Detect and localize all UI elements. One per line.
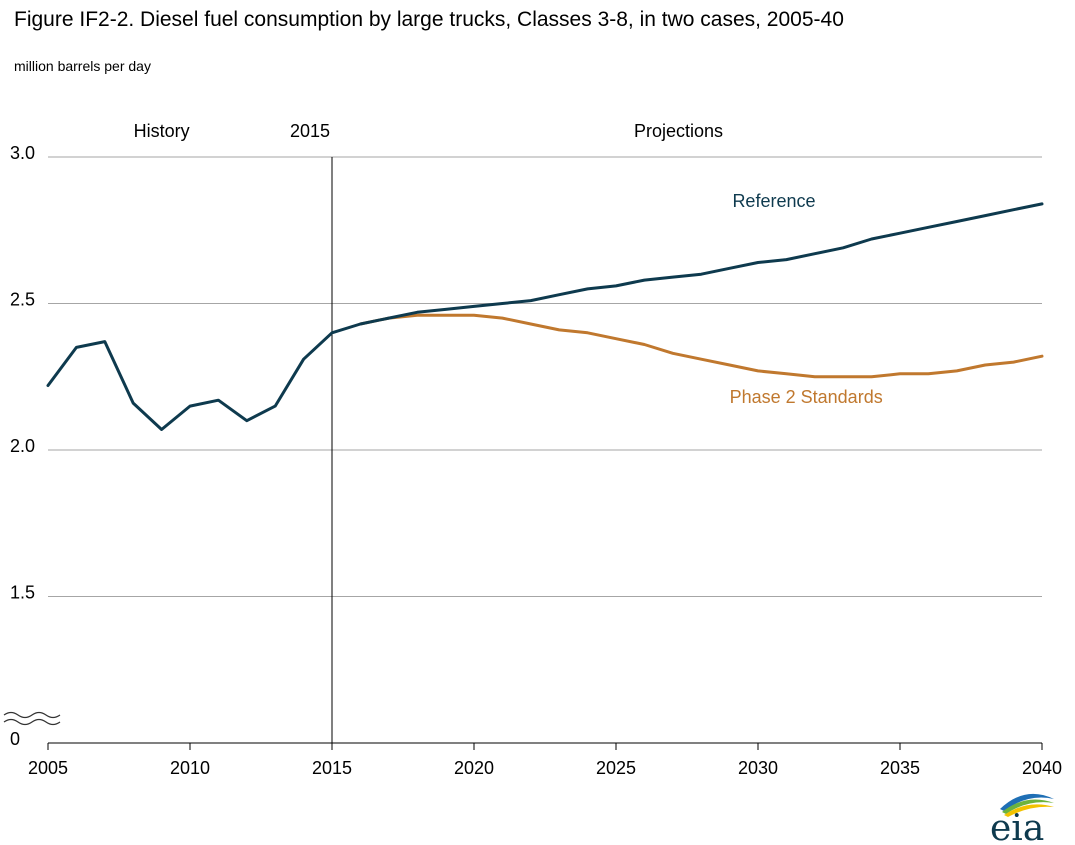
y-tick-label: 1.5 — [10, 583, 35, 603]
series-label-reference: Reference — [732, 191, 815, 211]
x-tick-label: 2030 — [738, 758, 778, 778]
y-tick-label: 2.0 — [10, 436, 35, 456]
axis-break-symbol — [3, 718, 61, 726]
series-line-phase2 — [358, 313, 1044, 379]
y-tick-label: 0 — [10, 729, 20, 749]
y-tick-label: 3.0 — [10, 143, 35, 163]
x-tick-label: 2015 — [312, 758, 352, 778]
grid-layer — [48, 156, 1042, 597]
axis-layer — [3, 157, 1043, 750]
y-tick-label: 2.5 — [10, 290, 35, 310]
x-tick-label: 2025 — [596, 758, 636, 778]
region-label: History — [134, 121, 190, 141]
logo-arc-green — [1002, 799, 1054, 814]
x-tick-label: 2005 — [28, 758, 68, 778]
series-label-phase2: Phase 2 Standards — [730, 387, 883, 407]
x-tick-label: 2040 — [1022, 758, 1062, 778]
series-line-reference — [46, 202, 1044, 431]
region-label: Projections — [634, 121, 723, 141]
logo-arc-blue — [1000, 793, 1054, 811]
x-tick-label: 2035 — [880, 758, 920, 778]
label-layer: 3.0 2.5 2.0 1.5 0 2005 2010 2015 2020 2025 2030 203… — [10, 121, 1062, 778]
series-layer — [46, 202, 1044, 431]
divider-label: 2015 — [290, 121, 330, 141]
x-tick-label: 2020 — [454, 758, 494, 778]
y-axis-units: million barrels per day — [14, 58, 151, 74]
eia-logo: eia — [990, 793, 1054, 843]
logo-text: eia — [990, 808, 1044, 843]
x-tick-label: 2010 — [170, 758, 210, 778]
logo-arc-yellow — [1004, 804, 1054, 817]
chart-title: Figure IF2-2. Diesel fuel consumption by… — [14, 8, 844, 31]
axis-break-symbol — [3, 711, 61, 719]
